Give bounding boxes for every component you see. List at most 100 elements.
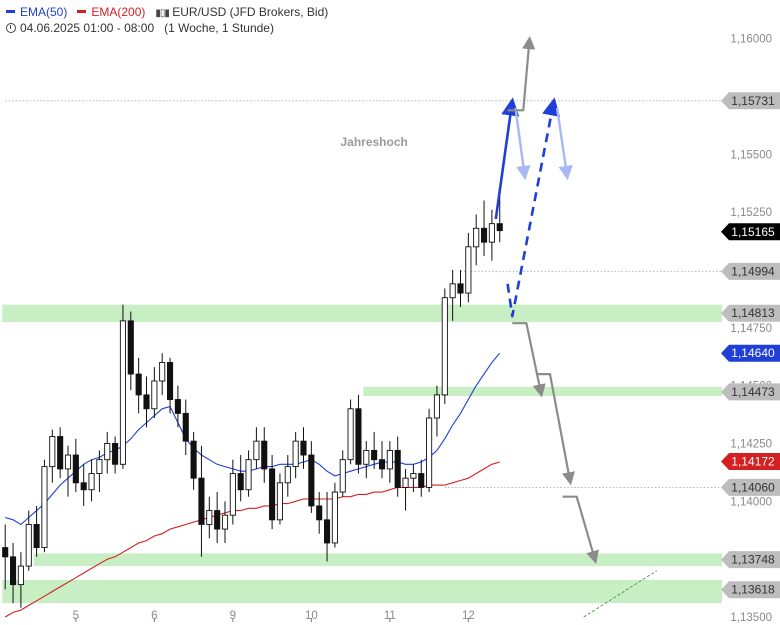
- candle: [2, 524, 9, 590]
- y-axis: 1,160001,155001,152501,147501,145001,142…: [730, 34, 772, 624]
- scenario-arrow-5: [512, 322, 546, 398]
- candle-body: [426, 417, 433, 488]
- y-tick-label: 1,15250: [730, 207, 772, 219]
- candle: [64, 445, 72, 497]
- price-label-text: 1,14473: [731, 385, 775, 399]
- candle: [112, 436, 119, 474]
- candle-body: [363, 449, 370, 465]
- candle-body: [292, 440, 299, 468]
- candle: [49, 429, 56, 483]
- candle-body: [237, 473, 244, 491]
- candle: [441, 288, 448, 405]
- candle: [488, 209, 495, 261]
- clock-icon: [6, 23, 16, 33]
- candle: [394, 436, 401, 497]
- price-label-2: 1,14994: [721, 262, 780, 280]
- ema200-line: [4, 461, 500, 618]
- scenario-arrow-6: [535, 373, 575, 486]
- y-tick-label: 1,13500: [730, 612, 772, 624]
- candle: [300, 427, 307, 469]
- candle: [465, 232, 472, 303]
- candle: [174, 385, 181, 428]
- price-label-bg: [721, 383, 780, 401]
- candle-body: [88, 473, 95, 491]
- candle-body: [174, 399, 181, 414]
- candle-body: [25, 524, 32, 567]
- period-text: (1 Woche, 1 Stunde): [164, 21, 274, 35]
- price-labels: 1,15731 1,15165 1,14994 1,14813 1,14640 1,144…: [721, 92, 780, 599]
- candle-body: [457, 283, 464, 294]
- price-label-bg: [721, 344, 780, 362]
- x-tick-label: 10: [305, 610, 318, 622]
- candle-body: [378, 459, 386, 470]
- candle: [96, 450, 103, 493]
- price-label-bg: [721, 453, 780, 471]
- price-label-text: 1,13618: [731, 583, 775, 597]
- y-tick-label: 1,14250: [730, 438, 772, 450]
- price-label-7: 1,14060: [721, 478, 780, 496]
- candle: [449, 269, 456, 321]
- candle: [339, 450, 346, 497]
- price-label-bg: [721, 262, 780, 280]
- candle-body: [324, 519, 331, 544]
- ema200-legend-label: EMA(200): [91, 5, 146, 19]
- y-tick-label: 1,15500: [730, 149, 772, 161]
- price-label-text: 1,13748: [731, 553, 775, 567]
- candle-body: [206, 510, 213, 525]
- candle-body: [151, 380, 158, 410]
- candle: [378, 441, 386, 479]
- candle: [316, 492, 323, 534]
- candle-body: [347, 408, 354, 461]
- ema50-swatch: [6, 10, 15, 14]
- candle-body: [104, 443, 111, 461]
- candle: [135, 357, 142, 414]
- candle-body: [465, 246, 472, 294]
- candle-body: [182, 412, 189, 442]
- trendline: [583, 570, 657, 618]
- candle: [159, 353, 166, 395]
- candle-body: [488, 223, 495, 243]
- candle: [418, 459, 425, 497]
- candle-body: [339, 459, 346, 493]
- candle-body: [119, 320, 126, 465]
- candle: [25, 510, 32, 571]
- candle: [253, 427, 260, 469]
- candle-body: [276, 482, 284, 521]
- candle: [127, 311, 134, 391]
- candle-body: [394, 449, 401, 488]
- candle-body: [135, 373, 142, 396]
- annotations: Jahreshoch: [340, 135, 407, 149]
- candle: [269, 455, 276, 530]
- candle-body: [190, 440, 197, 479]
- candle: [386, 441, 393, 483]
- candle-body: [284, 466, 291, 484]
- candle-body: [253, 440, 260, 461]
- candle: [481, 200, 488, 257]
- candle-body: [198, 477, 205, 525]
- candle: [182, 399, 189, 456]
- candle-body: [127, 320, 134, 375]
- candle-body: [473, 227, 480, 248]
- candle-body: [64, 454, 72, 470]
- x-tick-label: 9: [230, 610, 236, 622]
- candle-body: [17, 565, 24, 586]
- candle-body: [41, 466, 48, 549]
- candle: [292, 431, 299, 479]
- candle: [104, 431, 111, 474]
- candle: [410, 464, 417, 493]
- price-label-text: 1,15165: [731, 225, 775, 239]
- price-label-bg: [721, 551, 780, 569]
- candle: [198, 445, 205, 557]
- candle: [88, 459, 95, 502]
- candle: [433, 385, 441, 437]
- candle-body: [355, 408, 362, 465]
- candle-body: [449, 283, 456, 299]
- price-label-bg: [721, 581, 780, 599]
- candle: [402, 468, 409, 511]
- candle-body: [496, 223, 503, 232]
- candle: [363, 441, 370, 479]
- candle: [143, 376, 150, 428]
- ema200-path: [4, 461, 500, 618]
- price-label-bg: [721, 304, 780, 322]
